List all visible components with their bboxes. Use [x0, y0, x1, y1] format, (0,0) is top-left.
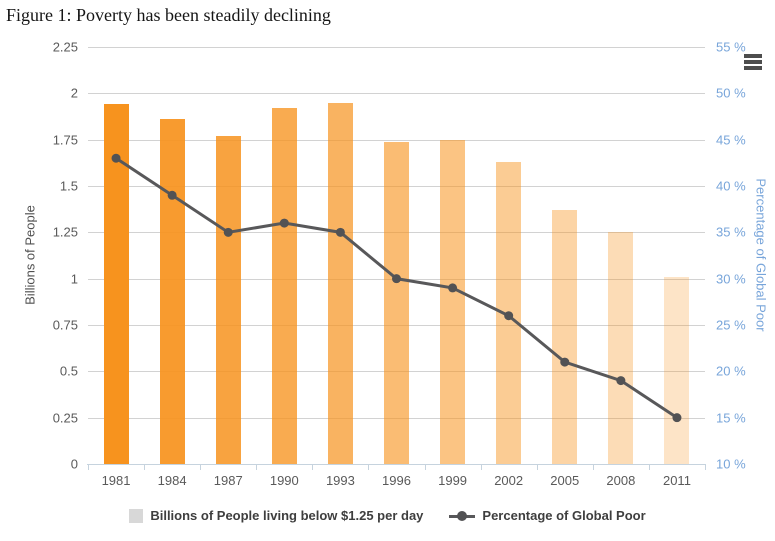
x-axis-tick — [200, 464, 202, 470]
bar-2008[interactable] — [608, 232, 634, 464]
line-point-1999[interactable] — [448, 283, 458, 293]
x-axis-label-1987: 1987 — [213, 473, 243, 488]
left-axis-title: Billions of People — [22, 205, 38, 305]
left-axis-tick-label: 2 — [70, 85, 78, 101]
x-axis-tick — [705, 464, 706, 470]
x-axis-label-1999: 1999 — [438, 473, 468, 488]
left-axis-tick-label: 1.25 — [52, 224, 78, 240]
left-axis-tick-label: 1.75 — [52, 132, 78, 148]
plot-area — [88, 47, 705, 464]
legend: Billions of People living below $1.25 pe… — [0, 508, 775, 523]
legend-item-bars[interactable]: Billions of People living below $1.25 pe… — [129, 508, 423, 523]
x-axis-label-2008: 2008 — [606, 473, 636, 488]
line-point-2008[interactable] — [616, 376, 626, 386]
x-axis-tick — [480, 464, 482, 470]
line-point-1984[interactable] — [167, 190, 177, 200]
left-axis-tick-label: 0.5 — [59, 363, 78, 379]
line-point-2005[interactable] — [560, 357, 570, 367]
line-point-1981[interactable] — [111, 153, 121, 163]
x-axis-tick — [312, 464, 314, 470]
gridline — [88, 139, 705, 141]
x-axis-label-1981: 1981 — [101, 473, 131, 488]
left-axis-tick-label: 0.75 — [52, 317, 78, 333]
x-axis-line — [87, 464, 706, 465]
right-axis-tick-labels: 55 % 50 % 45 % 40 % 35 % 30 % 25 % 20 % 15 % 10 % — [716, 40, 774, 472]
hamburger-menu-icon[interactable] — [742, 52, 764, 72]
hamburger-bar — [744, 60, 762, 64]
right-axis-tick-label: 45 % — [716, 132, 746, 148]
x-axis-tick — [88, 464, 89, 470]
bar-1999[interactable] — [440, 139, 466, 464]
x-axis-label-1984: 1984 — [157, 473, 187, 488]
x-axis-label-2002: 2002 — [494, 473, 524, 488]
legend-label-bars: Billions of People living below $1.25 pe… — [150, 508, 424, 523]
left-axis-tick-label: 2.25 — [52, 39, 78, 55]
right-axis-tick-label: 55 % — [716, 39, 746, 55]
line-series — [111, 153, 682, 423]
x-axis-tick — [424, 464, 426, 470]
hamburger-bar — [744, 54, 762, 58]
right-axis-title: Percentage of Global Poor — [753, 178, 769, 332]
bar-1990[interactable] — [271, 108, 297, 464]
right-axis-tick-label: 30 % — [716, 271, 746, 287]
gridline — [88, 47, 705, 48]
gridline — [88, 93, 705, 95]
x-axis-label-1996: 1996 — [382, 473, 411, 488]
bar-1984[interactable] — [159, 119, 185, 464]
right-axis-tick-label: 25 % — [716, 317, 746, 333]
bar-2011[interactable] — [664, 276, 690, 464]
legend-item-line[interactable]: Percentage of Global Poor — [449, 508, 646, 523]
legend-label-line: Percentage of Global Poor — [482, 508, 646, 523]
left-axis-tick-label: 0 — [70, 456, 78, 472]
line-point-1987[interactable] — [223, 227, 233, 237]
left-axis-tick-label: 1 — [70, 271, 78, 287]
x-axis-label-1990: 1990 — [269, 473, 299, 488]
bar-series-swatch-icon — [129, 508, 144, 523]
line-series-marker-icon — [449, 509, 476, 523]
right-axis-tick-label: 15 % — [716, 410, 746, 426]
left-axis-tick-label: 1.5 — [59, 178, 78, 194]
right-axis-tick-label: 40 % — [716, 178, 746, 194]
line-point-1990[interactable] — [279, 218, 289, 228]
bar-1996[interactable] — [384, 141, 409, 464]
line-point-1996[interactable] — [392, 274, 401, 284]
bar-2005[interactable] — [552, 210, 578, 464]
x-axis-label-1993: 1993 — [325, 473, 355, 488]
x-axis-label-2011: 2011 — [662, 473, 691, 488]
left-axis-tick-label: 0.25 — [52, 410, 78, 426]
left-axis-tick-labels: 2.25 2 1.75 1.5 1.25 1 0.75 0.5 0.25 0 — [0, 40, 78, 472]
line-point-2002[interactable] — [504, 311, 514, 321]
figure-title: Figure 1: Poverty has been steadily decl… — [6, 5, 331, 25]
line-point-2011[interactable] — [672, 413, 682, 423]
bar-1987[interactable] — [215, 135, 241, 464]
line-point-1993[interactable] — [335, 227, 345, 237]
hamburger-bar — [744, 66, 762, 70]
x-axis-tick — [144, 464, 146, 470]
x-axis-tick — [648, 464, 650, 470]
x-axis-tick — [256, 464, 258, 470]
x-axis-tick — [368, 464, 370, 470]
x-axis-tick — [592, 464, 594, 470]
x-axis-label-2005: 2005 — [550, 473, 580, 488]
right-axis-tick-label: 10 % — [716, 456, 746, 472]
x-axis-tick — [536, 464, 538, 470]
right-axis-tick-label: 20 % — [716, 363, 746, 379]
bar-1993[interactable] — [327, 102, 353, 464]
line-series-path — [115, 156, 678, 419]
right-axis-tick-label: 50 % — [716, 85, 746, 101]
right-axis-tick-label: 35 % — [716, 224, 746, 240]
